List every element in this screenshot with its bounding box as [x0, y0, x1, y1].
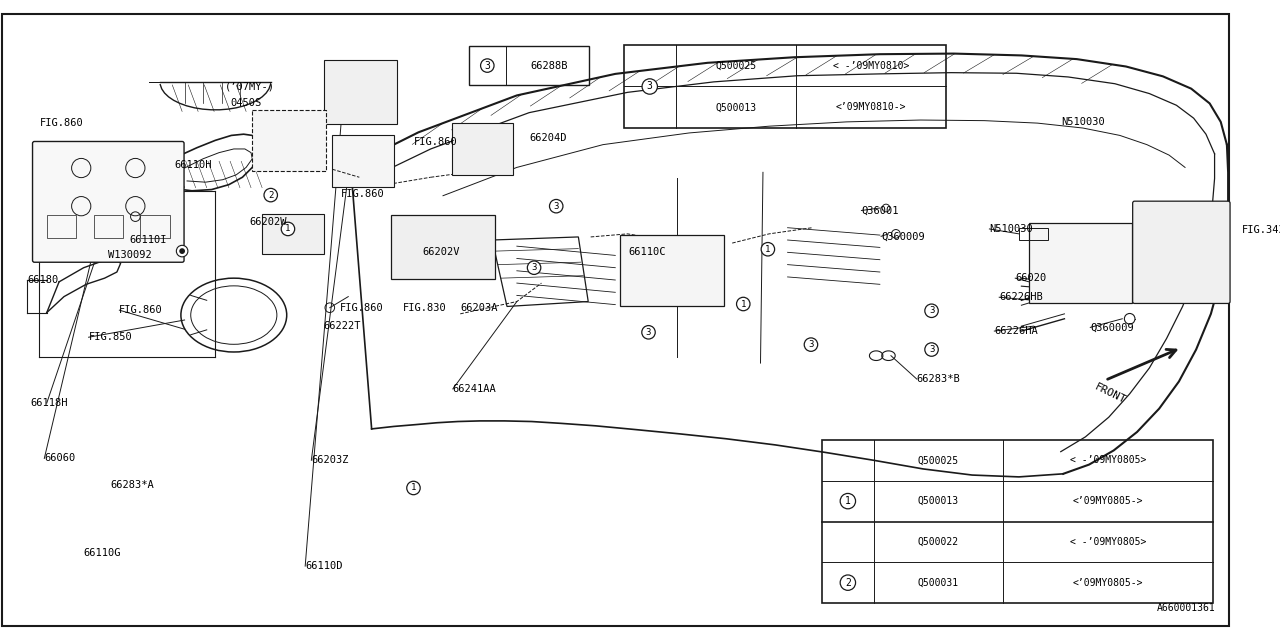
Text: FIG.860: FIG.860: [413, 136, 457, 147]
Text: FIG.860: FIG.860: [119, 305, 163, 315]
Text: Q500022: Q500022: [918, 537, 959, 547]
Circle shape: [1124, 314, 1135, 324]
Text: 66203A: 66203A: [461, 303, 498, 313]
Text: 0450S: 0450S: [230, 98, 261, 108]
Text: <’09MY0805->: <’09MY0805->: [1073, 496, 1143, 506]
Text: 66118H: 66118H: [31, 398, 68, 408]
Bar: [623, 45, 946, 128]
Text: < -’09MY0810>: < -’09MY0810>: [833, 61, 909, 71]
Text: 66283*A: 66283*A: [111, 480, 155, 490]
Text: Q500025: Q500025: [716, 61, 756, 71]
Text: 1: 1: [741, 300, 746, 308]
Text: 3: 3: [929, 307, 934, 316]
FancyBboxPatch shape: [392, 216, 494, 280]
Bar: [468, 46, 590, 85]
Text: 66226HB: 66226HB: [1000, 292, 1043, 302]
Text: 66226HA: 66226HA: [995, 326, 1038, 336]
Circle shape: [925, 304, 938, 317]
Circle shape: [892, 230, 900, 238]
Circle shape: [177, 245, 188, 257]
Circle shape: [804, 338, 818, 351]
Circle shape: [527, 261, 541, 275]
Text: 66020: 66020: [1015, 273, 1047, 283]
Text: Q36001: Q36001: [861, 205, 899, 216]
Text: 66222T: 66222T: [324, 321, 361, 331]
Text: 1: 1: [765, 244, 771, 253]
Circle shape: [840, 493, 855, 509]
Text: Q500013: Q500013: [716, 102, 756, 112]
Text: 66110H: 66110H: [175, 160, 212, 170]
Circle shape: [641, 326, 655, 339]
Text: 3: 3: [646, 81, 653, 92]
Text: N510030: N510030: [989, 224, 1033, 234]
Circle shape: [643, 79, 658, 94]
Text: <’09MY0810->: <’09MY0810->: [836, 102, 906, 112]
Text: FIG.860: FIG.860: [40, 118, 83, 128]
Text: A660001361: A660001361: [1157, 603, 1216, 613]
Text: 66110G: 66110G: [83, 548, 122, 557]
FancyBboxPatch shape: [324, 60, 398, 124]
Text: 66241AA: 66241AA: [453, 384, 497, 394]
Text: 66060: 66060: [45, 454, 76, 463]
FancyBboxPatch shape: [262, 214, 324, 253]
Circle shape: [549, 200, 563, 213]
Text: FIG.830: FIG.830: [402, 303, 447, 313]
Text: Q500013: Q500013: [918, 496, 959, 506]
Circle shape: [762, 243, 774, 256]
Text: W130092: W130092: [109, 250, 152, 260]
Circle shape: [282, 222, 294, 236]
Circle shape: [407, 481, 420, 495]
Text: <’09MY0805->: <’09MY0805->: [1073, 578, 1143, 588]
FancyBboxPatch shape: [32, 141, 184, 262]
Bar: [822, 440, 1213, 603]
Circle shape: [840, 575, 855, 590]
Text: 3: 3: [646, 328, 652, 337]
Text: FRONT: FRONT: [1093, 382, 1128, 406]
Text: < -’09MY0805>: < -’09MY0805>: [1070, 537, 1147, 547]
Circle shape: [480, 59, 494, 72]
Text: FIG.343: FIG.343: [1242, 225, 1280, 234]
Text: 1: 1: [285, 225, 291, 234]
Text: Q500025: Q500025: [918, 456, 959, 465]
FancyBboxPatch shape: [621, 235, 723, 307]
Text: 1: 1: [845, 496, 851, 506]
Text: 2: 2: [268, 191, 274, 200]
Text: (’07MY-): (’07MY-): [225, 81, 275, 91]
Text: 66202W: 66202W: [250, 216, 287, 227]
Text: 3: 3: [929, 345, 934, 354]
Text: 66288B: 66288B: [530, 61, 567, 70]
Text: Q360009: Q360009: [881, 231, 925, 241]
FancyBboxPatch shape: [452, 123, 513, 175]
Text: 66110I: 66110I: [129, 235, 166, 245]
Text: 66110C: 66110C: [628, 247, 667, 257]
Circle shape: [264, 188, 278, 202]
Text: Q360009: Q360009: [1091, 323, 1134, 332]
Circle shape: [925, 343, 938, 356]
Text: Q500031: Q500031: [918, 578, 959, 588]
Circle shape: [736, 297, 750, 311]
FancyBboxPatch shape: [333, 136, 394, 187]
Text: 66180: 66180: [27, 275, 59, 285]
FancyBboxPatch shape: [252, 109, 326, 171]
Text: 3: 3: [484, 61, 490, 70]
Text: 66202V: 66202V: [422, 247, 460, 257]
Text: 3: 3: [553, 202, 559, 211]
Text: 3: 3: [808, 340, 814, 349]
Text: N510030: N510030: [1061, 117, 1105, 127]
Text: 66203Z: 66203Z: [311, 455, 349, 465]
Text: 2: 2: [845, 578, 851, 588]
Circle shape: [179, 248, 186, 254]
Circle shape: [882, 204, 890, 212]
Text: 66283*B: 66283*B: [916, 374, 960, 384]
Text: 1: 1: [411, 483, 416, 492]
Text: 66204D: 66204D: [529, 134, 567, 143]
FancyBboxPatch shape: [1133, 201, 1230, 303]
FancyBboxPatch shape: [1029, 223, 1132, 303]
Text: 3: 3: [531, 263, 536, 272]
Text: 66110D: 66110D: [305, 561, 343, 571]
Text: < -’09MY0805>: < -’09MY0805>: [1070, 456, 1147, 465]
Text: FIG.860: FIG.860: [339, 303, 384, 313]
Text: FIG.860: FIG.860: [340, 189, 384, 199]
Text: FIG.850: FIG.850: [88, 332, 132, 342]
